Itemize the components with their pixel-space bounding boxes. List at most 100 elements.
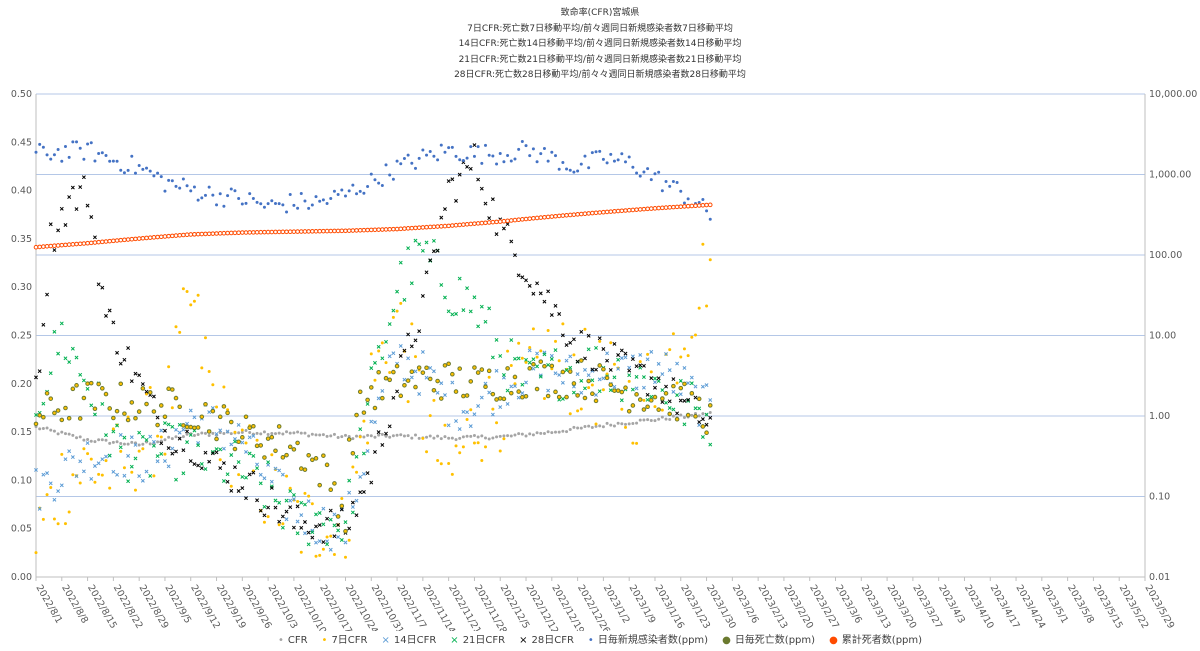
data-point xyxy=(704,383,709,388)
data-point xyxy=(453,222,459,228)
data-point xyxy=(409,281,414,286)
data-point xyxy=(266,460,271,465)
data-point xyxy=(199,414,205,420)
data-point xyxy=(469,434,473,438)
legend-marker: × xyxy=(450,635,459,646)
data-point xyxy=(277,431,281,435)
data-point xyxy=(457,427,462,432)
data-point xyxy=(626,207,632,213)
data-point xyxy=(700,202,706,208)
data-point xyxy=(435,378,440,384)
data-point xyxy=(70,185,75,190)
data-point xyxy=(92,412,97,417)
data-point xyxy=(675,381,679,385)
data-point xyxy=(575,393,580,398)
data-point xyxy=(513,382,517,386)
data-point xyxy=(678,392,683,397)
data-point xyxy=(376,430,381,435)
data-point xyxy=(413,369,418,374)
data-point xyxy=(48,481,53,486)
data-point xyxy=(225,410,230,416)
data-point xyxy=(568,365,573,370)
data-point xyxy=(520,139,524,143)
data-point xyxy=(237,473,241,477)
data-point xyxy=(78,185,83,190)
data-point xyxy=(653,405,657,409)
data-point xyxy=(38,427,42,431)
data-point xyxy=(85,203,90,208)
data-point xyxy=(627,155,631,159)
data-point xyxy=(387,377,393,383)
data-point xyxy=(41,427,45,431)
data-point xyxy=(517,147,521,151)
data-point xyxy=(206,429,212,434)
data-point xyxy=(535,281,540,286)
data-point xyxy=(166,233,171,239)
data-point xyxy=(163,452,167,456)
data-point xyxy=(406,434,410,438)
data-point xyxy=(336,523,341,527)
data-point xyxy=(70,242,76,247)
data-point xyxy=(454,438,458,442)
data-point xyxy=(313,456,319,461)
data-point xyxy=(321,228,326,234)
data-point xyxy=(129,435,134,440)
data-point xyxy=(682,422,687,427)
data-point xyxy=(34,551,38,555)
data-point xyxy=(118,381,124,387)
data-point xyxy=(357,389,363,395)
data-point xyxy=(199,231,205,237)
data-point xyxy=(545,393,551,399)
data-point xyxy=(207,433,211,437)
data-point xyxy=(594,150,598,154)
data-point xyxy=(55,243,61,248)
data-point xyxy=(704,422,709,427)
data-point xyxy=(81,175,86,180)
data-point xyxy=(546,430,550,434)
data-point xyxy=(111,415,116,421)
data-point xyxy=(34,375,38,380)
data-point xyxy=(85,381,90,386)
data-point xyxy=(553,213,558,219)
right-tick-label: 0.10 xyxy=(1149,492,1170,503)
data-point xyxy=(679,189,683,193)
data-point xyxy=(59,321,64,326)
data-point xyxy=(60,159,64,163)
data-point xyxy=(324,228,330,234)
data-point xyxy=(564,358,569,363)
data-point xyxy=(148,169,152,173)
data-point xyxy=(280,514,285,519)
data-point xyxy=(332,228,337,234)
data-point xyxy=(528,345,532,349)
chart-title: 致命率(CFR)宮城県 xyxy=(560,8,640,18)
legend: • CFR • 7日CFR × 14日CFR × 21日CFR × 28日CFR • 日毎新規感染者数… xyxy=(0,631,1200,646)
data-point xyxy=(605,358,610,363)
data-point xyxy=(586,333,591,338)
data-point xyxy=(343,433,347,437)
data-point xyxy=(335,228,341,234)
data-point xyxy=(321,506,326,511)
data-point xyxy=(649,376,654,381)
data-point xyxy=(576,426,580,430)
data-point xyxy=(63,145,67,149)
data-point xyxy=(394,363,400,369)
data-point xyxy=(218,458,222,462)
data-point xyxy=(689,203,695,209)
data-point xyxy=(427,224,433,230)
data-point xyxy=(203,193,207,197)
data-point xyxy=(376,344,381,349)
data-point xyxy=(447,436,451,440)
data-point xyxy=(354,228,359,233)
data-point xyxy=(307,434,311,438)
data-point xyxy=(173,233,179,238)
data-point xyxy=(457,366,463,371)
data-point xyxy=(262,504,267,509)
data-point xyxy=(620,422,624,426)
data-point xyxy=(531,147,535,151)
data-point xyxy=(166,446,171,451)
data-point xyxy=(704,430,709,436)
data-point xyxy=(222,432,226,436)
data-point xyxy=(446,179,451,184)
data-point xyxy=(81,241,87,246)
data-point xyxy=(167,435,171,439)
